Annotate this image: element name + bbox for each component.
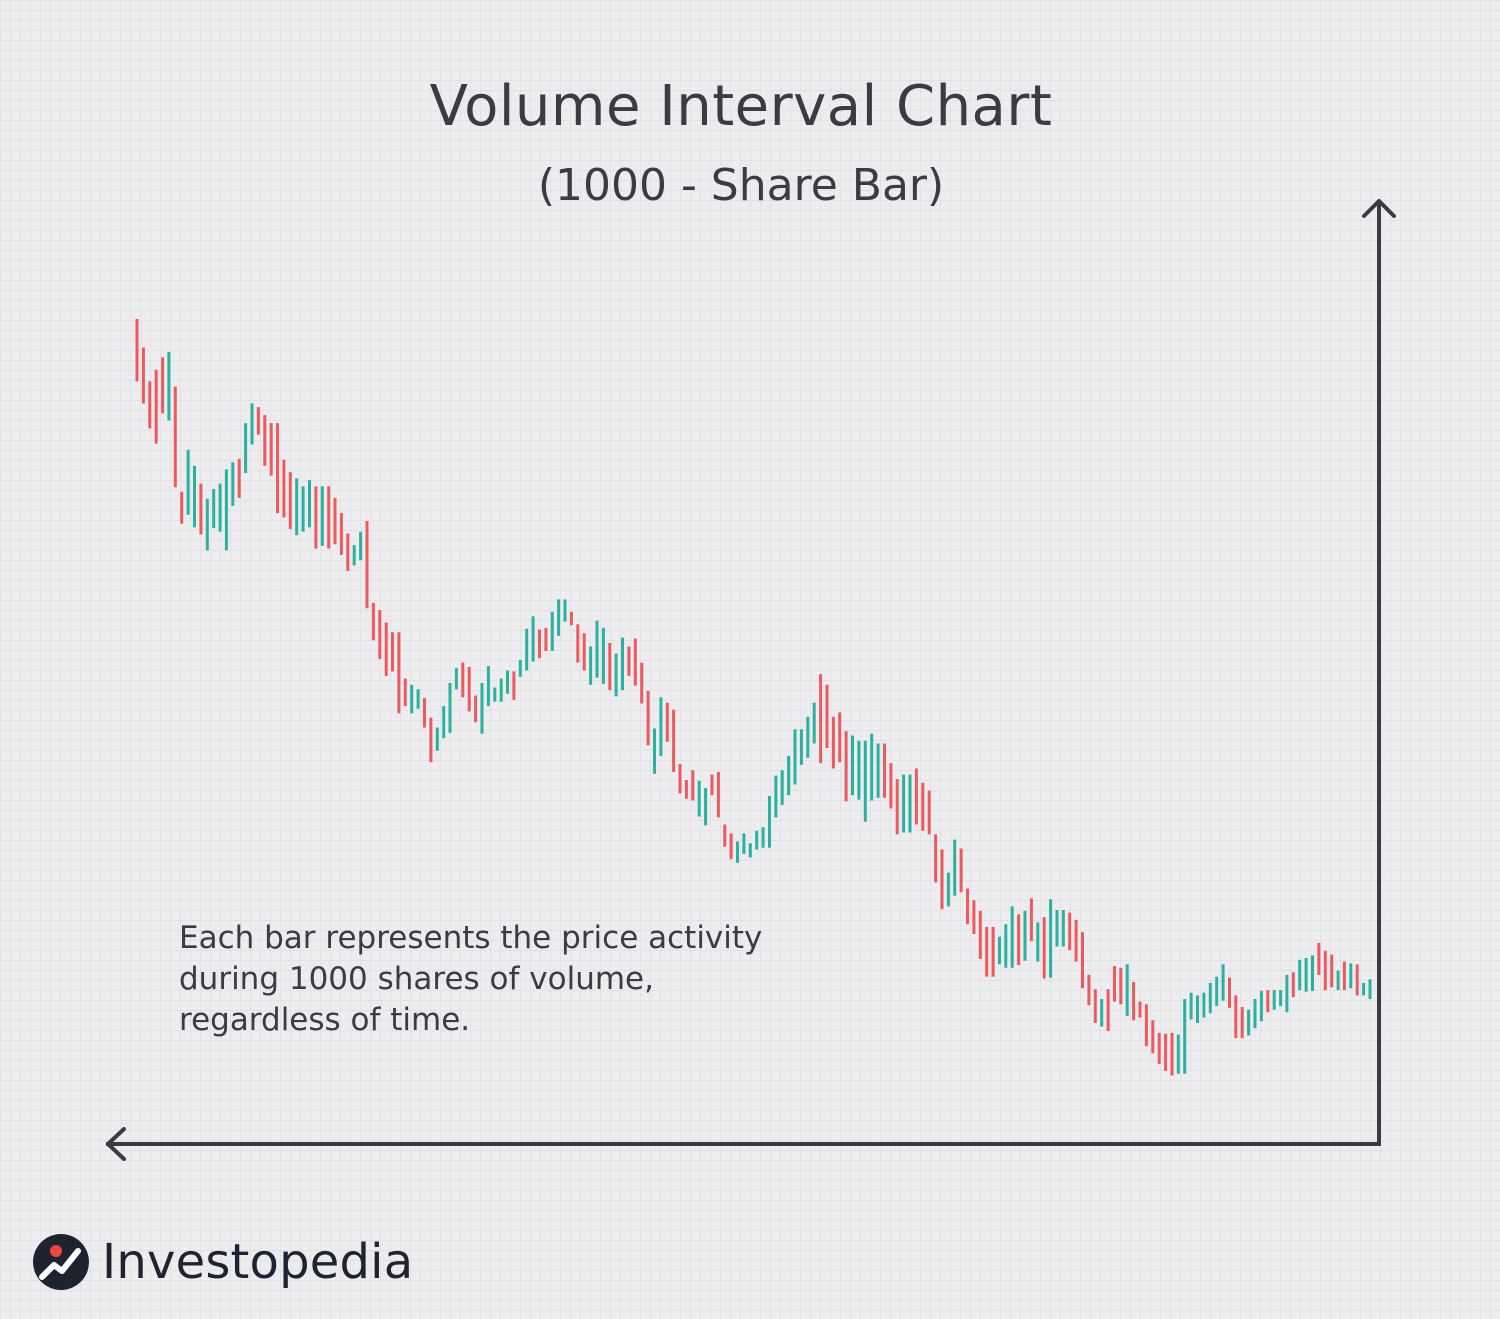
chart-subtitle: (1000 - Share Bar) [537,160,945,211]
chart-annotation: Each bar represents the price activity d… [179,918,819,1041]
investopedia-logo: Investopedia [32,1230,413,1294]
brand-name: Investopedia [102,1234,414,1290]
x-axis-arrowhead [106,1127,126,1161]
y-axis-arrowhead [1362,199,1396,218]
investopedia-logo-icon [33,1234,89,1290]
ohlc-bars [135,319,1372,1076]
annotation-line-3: regardless of time. [179,1002,471,1038]
chart-axes [106,199,1396,1161]
annotation-line-2: during 1000 shares of volume, [179,961,654,997]
annotation-line-1: Each bar represents the price activity [179,920,763,956]
chart-title: Volume Interval Chart [429,74,1053,139]
